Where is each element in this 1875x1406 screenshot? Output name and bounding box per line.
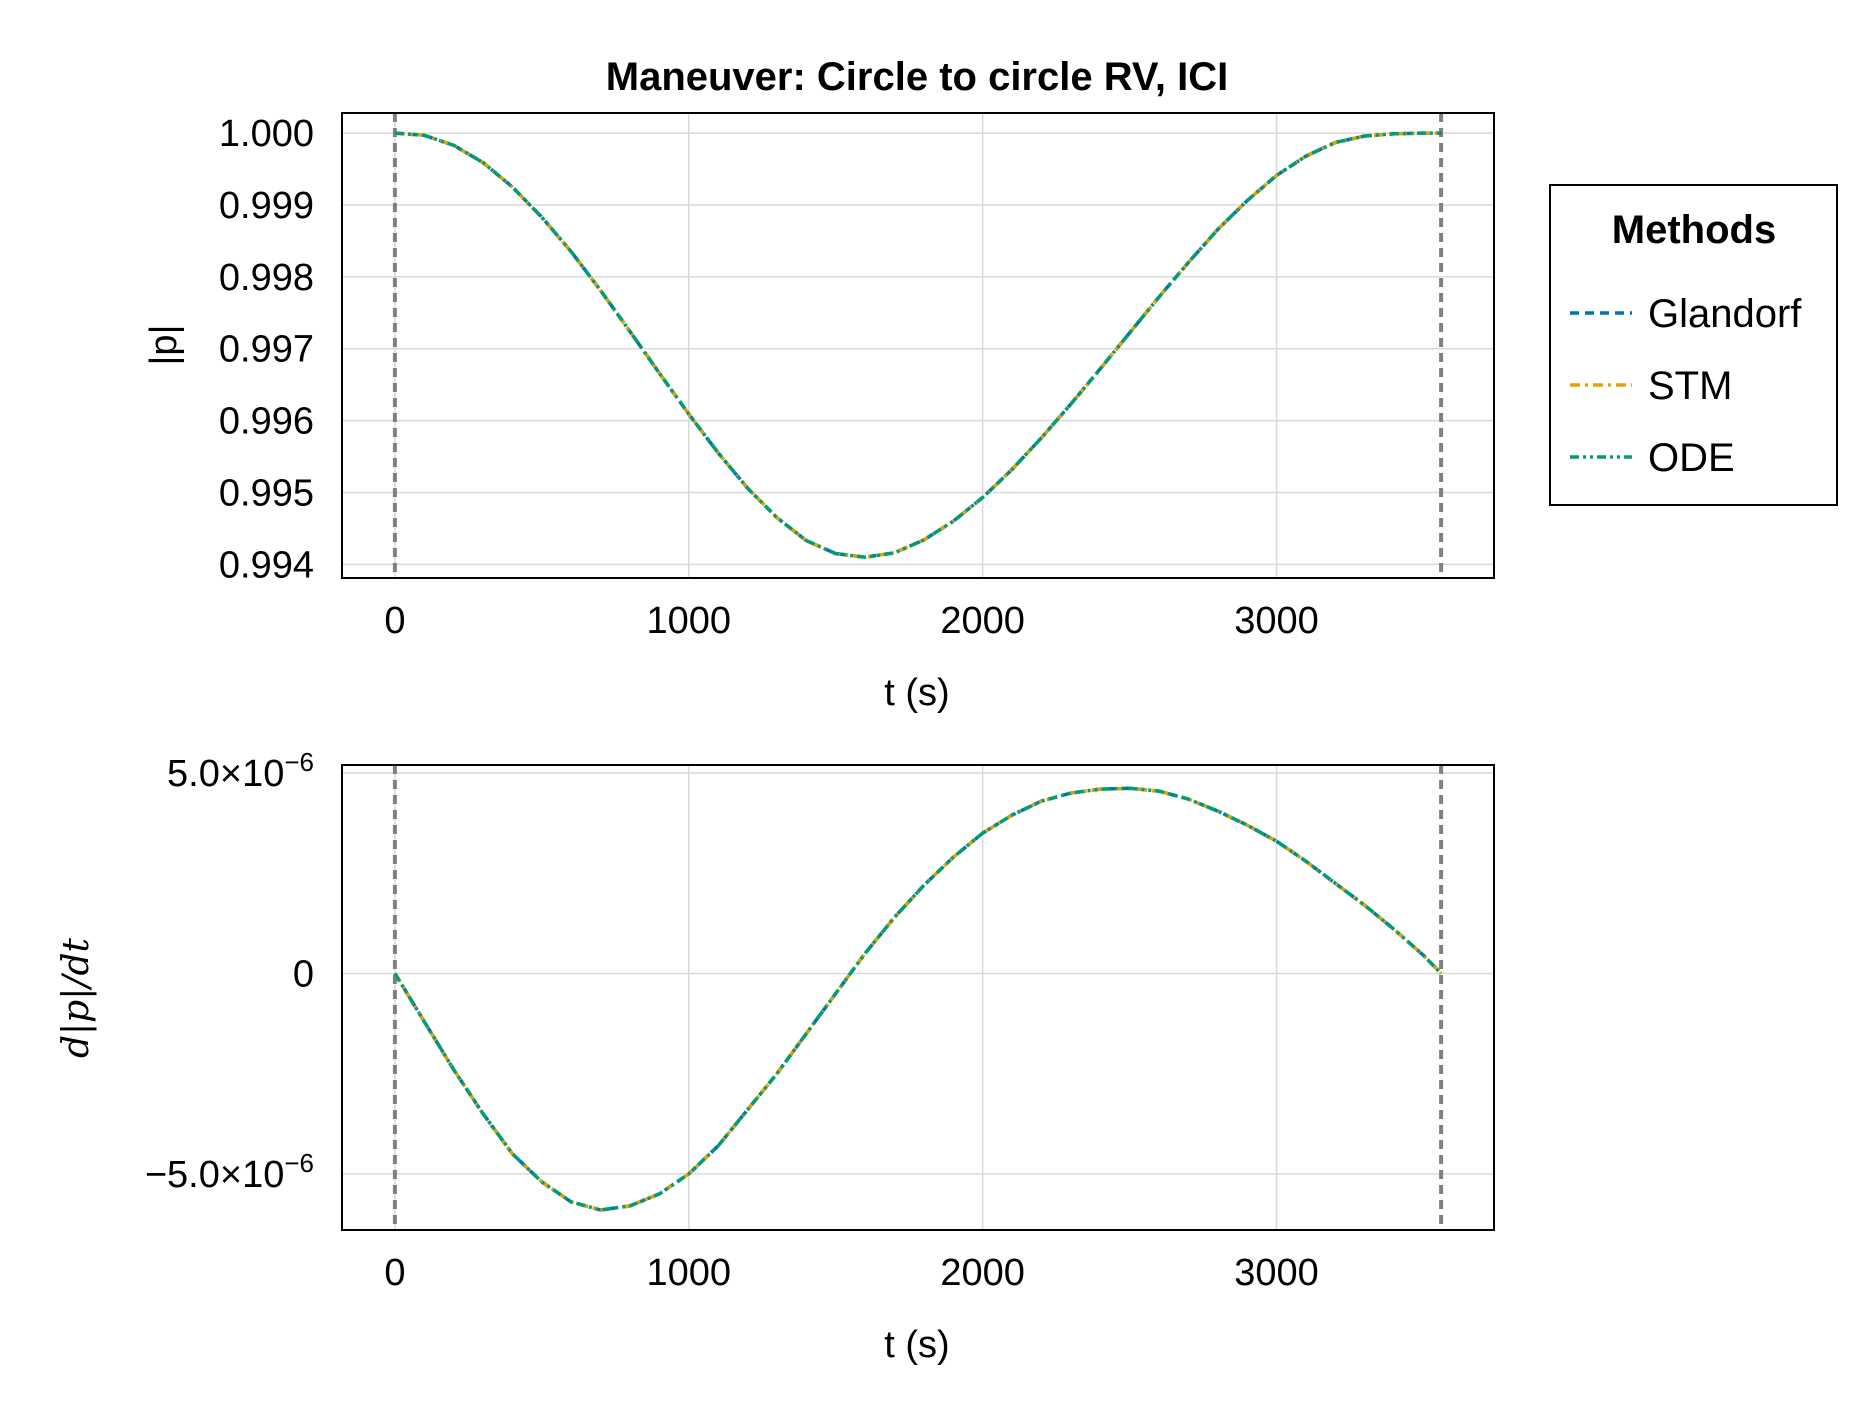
y-tick-label: 1.000 [219, 113, 314, 155]
series-lines [394, 131, 1442, 559]
y-tick-label: 0.994 [219, 544, 314, 586]
y-tick-label-base: 0.995 [219, 472, 314, 514]
x-tick-label: 2000 [940, 1252, 1025, 1294]
y-tick-label: −5.0×10−6 [145, 1148, 314, 1196]
legend-label: STM [1648, 364, 1732, 408]
y-tick-label-exponent: −6 [284, 747, 314, 777]
y-tick-label-base: 0 [293, 953, 314, 995]
legend: Methods Glandorf STM ODE [1549, 184, 1838, 506]
y-tick-label-base: 0.999 [219, 185, 314, 227]
legend-box [1549, 184, 1838, 506]
legend-label: ODE [1648, 436, 1735, 480]
legend-entries: Glandorf STM ODE [1570, 292, 1802, 480]
plot-title: Maneuver: Circle to circle RV, ICI [606, 55, 1228, 99]
maneuver-boundary-lines [392, 113, 1444, 578]
series-lines [393, 786, 1443, 1212]
x-tick-label: 1000 [647, 600, 732, 642]
axes-frame [341, 112, 1495, 579]
x-tick-label: 0 [384, 1252, 405, 1294]
y-tick-label-base: 0.994 [219, 544, 314, 586]
y-tick-label-base: 5.0×10 [167, 753, 284, 795]
y-axis-label: d|p|/dt [56, 937, 97, 1058]
y-tick-label-base: 0.996 [219, 401, 314, 443]
series-line-ode [393, 786, 1443, 1212]
y-tick-label: 0 [293, 953, 314, 995]
axes-frame [341, 764, 1495, 1231]
x-tick-label: 1000 [647, 1252, 732, 1294]
y-axis-label: |p| [143, 325, 185, 366]
panel-derivative: 0 1000 2000 3000 −5.0×10−605.0×10−6 t (s) d… [56, 747, 1495, 1366]
y-tick-label-base: −5.0×10 [145, 1154, 284, 1196]
series-line-stm [393, 786, 1443, 1212]
series-line-glandorf [394, 131, 1442, 559]
legend-label: Glandorf [1648, 292, 1802, 336]
x-axis-label: t (s) [884, 672, 949, 714]
x-axis-label: t (s) [884, 1324, 949, 1366]
y-tick-label: 0.997 [219, 329, 314, 371]
panel-magnitude: Maneuver: Circle to circle RV, ICI 0 1000… [143, 55, 1495, 714]
x-tick-label: 3000 [1234, 600, 1319, 642]
y-tick-label: 0.996 [219, 401, 314, 443]
y-tick-label: 0.995 [219, 472, 314, 514]
y-tick-label-base: 1.000 [219, 113, 314, 155]
y-tick-label: 0.998 [219, 257, 314, 299]
grid-lines [342, 113, 1494, 578]
series-line-stm [394, 131, 1442, 559]
y-tick-labels: −5.0×10−605.0×10−6 [145, 747, 314, 1196]
series-line-glandorf [393, 786, 1443, 1212]
series-line-ode [394, 131, 1442, 559]
x-tick-labels: 0 1000 2000 3000 [384, 600, 1318, 642]
x-tick-label: 0 [384, 600, 405, 642]
grid-lines [342, 765, 1494, 1230]
x-tick-labels: 0 1000 2000 3000 [384, 1252, 1318, 1294]
x-tick-label: 2000 [940, 600, 1025, 642]
y-tick-label: 5.0×10−6 [167, 747, 314, 795]
x-tick-label: 3000 [1234, 1252, 1319, 1294]
maneuver-boundary-lines [392, 765, 1444, 1230]
y-tick-label-base: 0.998 [219, 257, 314, 299]
legend-title: Methods [1612, 208, 1776, 252]
y-tick-label: 0.999 [219, 185, 314, 227]
y-tick-label-exponent: −6 [284, 1148, 314, 1178]
y-tick-label-base: 0.997 [219, 329, 314, 371]
y-tick-labels: 0.994 0.995 0.996 0.997 0.998 0.999 1.000 [219, 113, 314, 586]
